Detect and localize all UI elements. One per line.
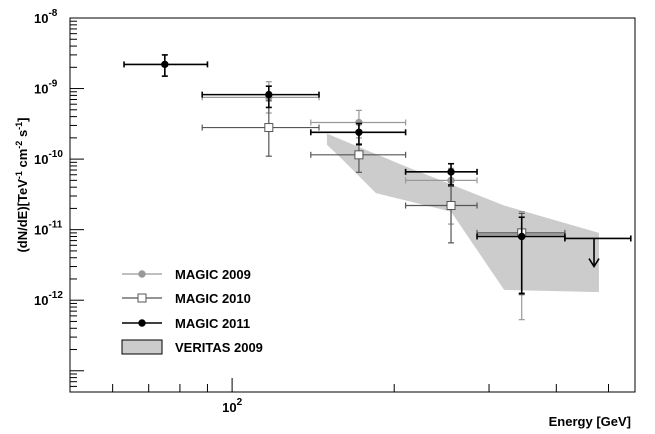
magic-2011-point <box>518 232 526 241</box>
upper-limit <box>564 235 632 269</box>
axis-layer: 10-8 10-9 10-10 10-11 10-12 102 <box>34 8 609 415</box>
y-tick-label: 10-10 <box>34 149 63 167</box>
legend-label-magic-2010: MAGIC 2010 <box>175 291 251 306</box>
legend: MAGIC 2009 MAGIC 2010 MAGIC 2011 VERITAS 20… <box>121 267 263 355</box>
plot-frame <box>69 17 636 393</box>
y-tick-label: 10-12 <box>34 290 63 308</box>
magic-2010-point <box>446 200 456 210</box>
x-axis-label: Energy [GeV] <box>549 414 631 429</box>
magic-2011-point <box>447 168 455 176</box>
y-tick-label: 10-8 <box>34 8 58 26</box>
y-axis-label: (dN/dE)[TeV-1 cm-2 s-1] <box>14 117 30 252</box>
y-tick-label: 10-11 <box>34 220 63 238</box>
legend-marker-magic-2009 <box>138 270 146 278</box>
legend-label-veritas-2009: VERITAS 2009 <box>175 340 263 355</box>
legend-label-magic-2009: MAGIC 2009 <box>175 267 251 282</box>
legend-marker-magic-2011 <box>138 319 146 327</box>
legend-label-magic-2011: MAGIC 2011 <box>175 316 250 331</box>
magic-2011-point <box>355 128 363 136</box>
upper-limit-arrow-head <box>588 258 600 269</box>
veritas-band-layer <box>326 133 599 293</box>
magic-2010-point <box>354 150 364 160</box>
magic-2010-point <box>264 123 274 133</box>
legend-marker-magic-2010 <box>137 293 147 303</box>
veritas-band <box>326 133 599 293</box>
legend-swatch-veritas <box>121 339 163 355</box>
series-layer <box>123 54 632 321</box>
y-tick-label: 10-9 <box>34 79 58 97</box>
magic-2011-point <box>265 90 273 99</box>
magic-2011-series <box>123 54 566 295</box>
magic-2011-point <box>161 60 169 69</box>
x-tick-label: 102 <box>222 397 242 415</box>
